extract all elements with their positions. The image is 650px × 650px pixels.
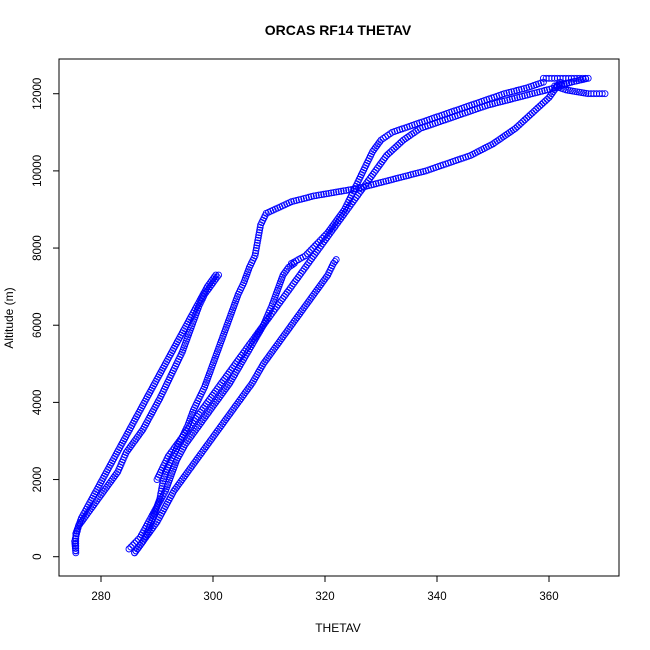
data-point [213, 273, 221, 281]
data-point [515, 121, 523, 129]
data-point [255, 229, 263, 237]
plot-frame [58, 58, 620, 577]
data-point [381, 154, 389, 162]
y-tick-label: 6000 [32, 312, 44, 338]
data-point [253, 239, 261, 247]
data-point [129, 541, 137, 549]
data-point [390, 145, 398, 153]
y-tick-label: 2000 [32, 467, 44, 493]
data-point [72, 537, 80, 545]
data-point [253, 242, 261, 249]
x-tick-label: 320 [315, 591, 334, 603]
x-tick-label: 300 [203, 591, 222, 603]
data-point [392, 143, 400, 151]
data-point [125, 545, 133, 553]
x-axis-label: THETAV [315, 621, 361, 635]
data-point [523, 114, 531, 122]
data-point [317, 191, 325, 199]
data-point [385, 150, 392, 158]
data-points [71, 74, 609, 557]
data-point [517, 119, 525, 127]
y-axis-label: Altitude (m) [2, 287, 16, 348]
data-point [305, 248, 313, 256]
data-point [327, 189, 335, 197]
data-point [325, 189, 333, 197]
data-point [538, 100, 545, 108]
data-point [318, 234, 326, 242]
y-tick-label: 8000 [32, 235, 44, 261]
data-point [254, 236, 262, 244]
axes: 280 300 320 340 360 0 2000 4000 6000 8000 10000 120… [32, 78, 559, 603]
data-point [383, 152, 391, 159]
data-point [322, 190, 330, 198]
y-tick-label: 4000 [32, 390, 44, 416]
data-point [398, 138, 405, 146]
x-tick-label: 340 [427, 591, 446, 603]
data-point [543, 95, 551, 103]
data-point [511, 124, 519, 132]
data-point [320, 190, 328, 198]
data-point [252, 247, 260, 255]
data-point [513, 123, 521, 131]
data-point [255, 231, 263, 239]
data-point [256, 226, 264, 234]
y-tick-label: 10000 [32, 155, 44, 187]
data-point [215, 271, 223, 279]
data-point [212, 271, 220, 279]
y-tick-label: 0 [32, 554, 44, 560]
data-point [337, 187, 345, 195]
data-point [532, 106, 540, 114]
data-point [72, 540, 80, 547]
data-point [127, 543, 135, 551]
data-point [598, 90, 606, 98]
data-point [72, 542, 80, 550]
data-point [394, 141, 402, 149]
data-point [252, 244, 260, 252]
data-point [521, 116, 529, 124]
data-point [386, 148, 394, 156]
data-point [72, 544, 80, 552]
data-point [252, 249, 259, 257]
data-point [72, 549, 80, 557]
data-point [332, 188, 340, 196]
data-point [539, 99, 547, 107]
data-point [376, 138, 384, 146]
data-point [530, 107, 538, 115]
data-point [534, 104, 542, 112]
data-point [312, 192, 320, 199]
data-point [340, 187, 348, 195]
data-point [332, 256, 340, 264]
data-point [72, 547, 80, 555]
x-tick-label: 280 [91, 591, 110, 603]
data-point [601, 90, 609, 98]
data-point [396, 140, 404, 147]
data-point [256, 224, 264, 231]
data-point [335, 188, 343, 196]
data-point [536, 102, 544, 110]
data-point [528, 109, 536, 117]
data-point [388, 146, 396, 154]
data-point [320, 233, 328, 240]
data-point [541, 97, 549, 105]
data-point [342, 186, 350, 194]
data-point [525, 112, 532, 120]
data-point [72, 535, 80, 542]
chart-title: ORCAS RF14 THETAV [265, 22, 412, 38]
data-point [519, 118, 527, 126]
x-tick-label: 360 [539, 591, 558, 603]
data-point [310, 192, 318, 200]
data-point [315, 191, 323, 199]
y-tick-label: 12000 [32, 78, 44, 110]
data-point [303, 250, 311, 258]
data-point [210, 273, 218, 281]
data-point [331, 258, 339, 266]
data-point [254, 234, 262, 242]
data-point [526, 111, 534, 119]
data-point [330, 189, 338, 196]
data-point [251, 252, 259, 260]
data-point [72, 532, 80, 540]
data-point [301, 252, 309, 260]
